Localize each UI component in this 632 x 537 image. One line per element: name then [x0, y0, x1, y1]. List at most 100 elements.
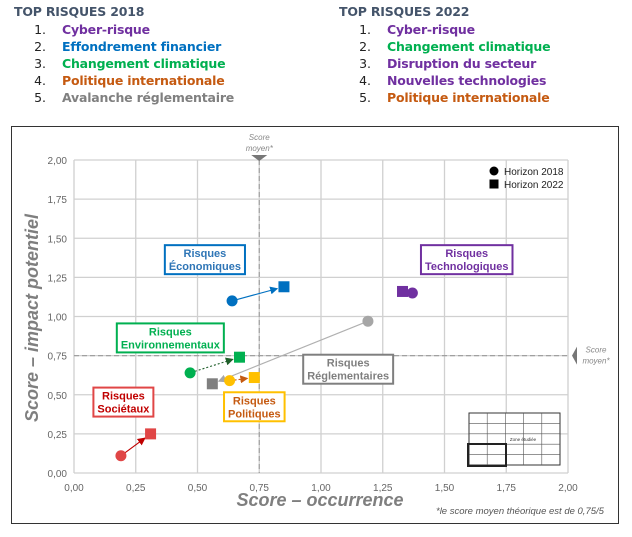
legend-label: Horizon 2018	[504, 167, 564, 178]
series-label-line: Environnementaux	[121, 339, 221, 351]
mean-score-marker-top	[251, 155, 268, 161]
legend: Horizon 2018 Horizon 2022	[489, 166, 564, 191]
marker-2018	[406, 287, 418, 299]
item-label: Changement climatique	[387, 39, 551, 54]
arrow-risques-politiques	[234, 375, 249, 384]
y-tick-label: 1,25	[48, 273, 68, 284]
list-item: 2. Effondrement financier	[14, 38, 234, 55]
series-label-line: Réglementaires	[307, 371, 389, 383]
marker-2022	[248, 372, 260, 384]
list-item: 1. Cyber-risque	[339, 21, 550, 38]
top-risques-2018-list: TOP RISQUES 2018 1. Cyber-risque 2. Effond…	[14, 4, 234, 106]
item-label: Changement climatique	[62, 56, 226, 71]
x-tick-label: 1,75	[497, 483, 517, 494]
x-tick-label: 2,00	[558, 483, 578, 494]
item-label: Politique internationale	[387, 90, 550, 105]
list-title: TOP RISQUES 2018	[14, 4, 145, 19]
list-item: 5. Politique internationale	[339, 89, 550, 106]
series-label-line: Sociétaux	[97, 404, 150, 416]
series-label-box	[223, 391, 286, 423]
x-axis-label: Score – occurrence	[236, 490, 403, 510]
legend-label: Horizon 2022	[504, 180, 564, 191]
list-item: 5. Avalanche réglementaire	[14, 89, 234, 106]
series-label-line: Risques	[149, 326, 192, 338]
arrow-risques-conomiques	[236, 286, 279, 301]
list-item: 1. Cyber-risque	[14, 21, 234, 38]
y-tick-label: 1,50	[48, 234, 68, 245]
axis-ticks: 0,00 0,00 0,25 0,25 0,50 0,50 0,75 0,75 1,00 1,00…	[48, 156, 579, 494]
item-label: Effondrement financier	[62, 39, 222, 54]
mean-score-label-top: Score	[249, 133, 270, 142]
series-label-box	[302, 353, 395, 385]
mean-score-label-top: moyen*	[246, 144, 274, 153]
item-number: 2.	[359, 39, 371, 54]
item-label: Cyber-risque	[62, 22, 150, 37]
item-label: Disruption du secteur	[387, 56, 537, 71]
x-tick-label: 0,50	[188, 483, 208, 494]
item-number: 4.	[359, 73, 371, 88]
arrow-risques-r-glementaires	[217, 322, 364, 383]
chart-frame	[11, 126, 619, 524]
y-axis-label: Score – impact potentiel	[22, 213, 42, 422]
list-item: 4. Politique internationale	[14, 72, 234, 89]
item-number: 3.	[34, 56, 46, 71]
y-tick-label: 1,00	[48, 313, 68, 324]
inset-zone-highlight	[467, 443, 507, 467]
x-tick-label: 1,25	[373, 483, 393, 494]
marker-2022	[233, 351, 245, 363]
series-label-line: Économiques	[169, 260, 241, 273]
series-markers	[115, 281, 418, 462]
x-tick-label: 0,00	[64, 483, 84, 494]
y-tick-label: 2,00	[48, 156, 68, 167]
mean-score-marker-right	[572, 346, 577, 365]
series-label-line: Risques	[327, 358, 370, 370]
list-item: 2. Changement climatique	[339, 38, 551, 55]
arrow-risques-soci-taux	[124, 437, 146, 454]
item-number: 5.	[34, 90, 46, 105]
item-number: 5.	[359, 90, 371, 105]
marker-2018	[224, 375, 236, 387]
series-label-line: Risques	[233, 395, 276, 407]
item-label: Nouvelles technologies	[387, 73, 547, 88]
marker-2018	[184, 367, 196, 379]
item-label: Politique internationale	[62, 73, 225, 88]
series-label-line: Risques	[445, 248, 488, 260]
y-tick-label: 1,75	[48, 195, 68, 206]
inset-box	[468, 412, 561, 466]
y-tick-label: 0,00	[48, 469, 68, 480]
marker-2022	[397, 285, 409, 297]
series-labels: RisquesÉconomiquesRisquesTechnologiquesR…	[92, 244, 514, 423]
marker-2022	[206, 378, 218, 390]
series-label-box	[92, 386, 155, 418]
series-label-line: Technologiques	[425, 261, 509, 273]
series-label-box	[163, 244, 246, 276]
y-tick-label: 0,75	[48, 352, 68, 363]
list-item: 3. Disruption du secteur	[339, 55, 550, 72]
item-number: 3.	[359, 56, 371, 71]
zone-inset: Zone étudiée	[467, 412, 561, 467]
item-number: 1.	[34, 22, 46, 37]
marker-2018	[226, 295, 238, 307]
series-label-box	[419, 244, 514, 276]
x-tick-label: 1,00	[311, 483, 331, 494]
series-label-line: Politiques	[228, 408, 281, 420]
legend-circle-icon	[489, 166, 499, 176]
y-tick-label: 0,50	[48, 391, 68, 402]
mean-score-label-right: Score	[586, 346, 607, 355]
marker-2022	[145, 428, 157, 440]
marker-2022	[278, 281, 290, 293]
series-label-line: Risques	[184, 248, 227, 260]
top-risques-2022-list: TOP RISQUES 2022 1. Cyber-risque 2. Change…	[339, 4, 551, 106]
item-number: 1.	[359, 22, 371, 37]
list-item: 3. Changement climatique	[14, 55, 234, 72]
series-label-line: Risques	[102, 391, 145, 403]
x-tick-label: 0,25	[126, 483, 146, 494]
footnote: *le score moyen théorique est de 0,75/5	[436, 506, 605, 517]
marker-2018	[362, 315, 374, 327]
